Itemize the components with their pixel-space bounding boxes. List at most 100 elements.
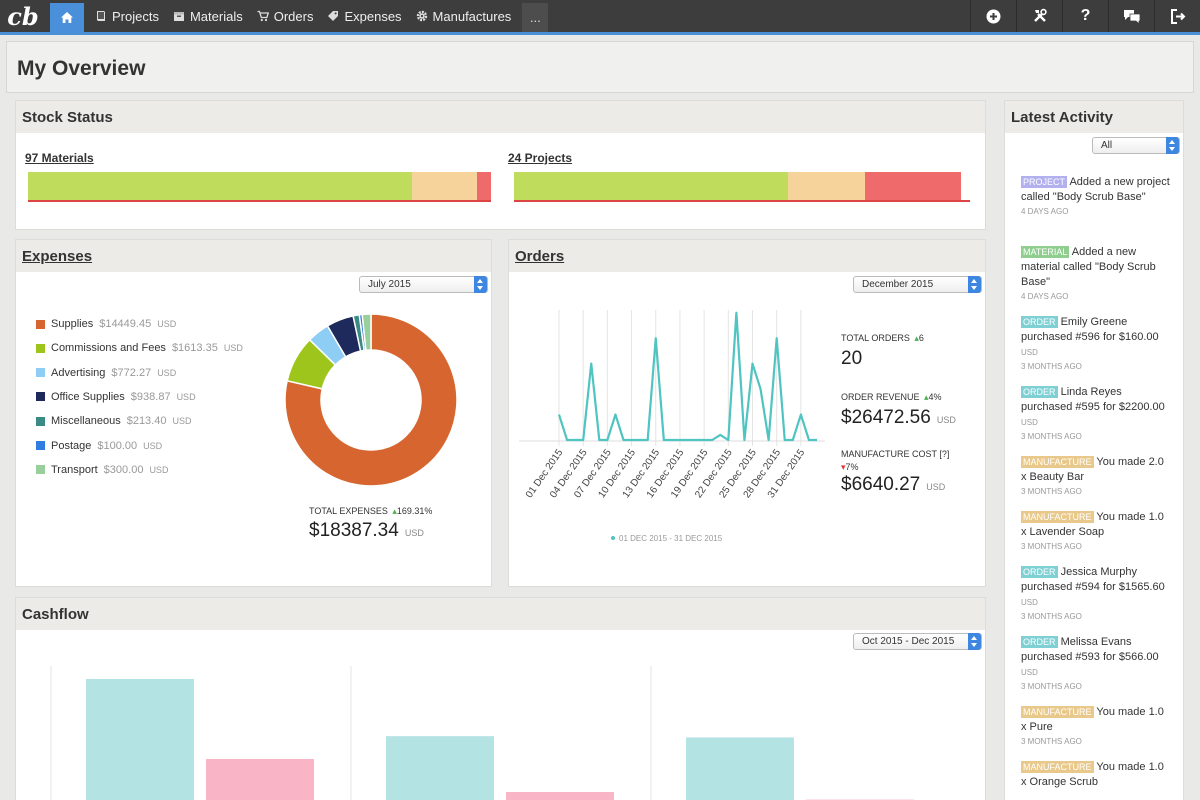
activity-item[interactable]: ORDER Jessica Murphy purchased #594 for … <box>1021 565 1171 624</box>
cashflow-expense-bar[interactable] <box>206 759 314 800</box>
legend-swatch <box>36 392 45 402</box>
nav-expenses[interactable]: Expenses <box>320 0 408 32</box>
activity-time: 3 MONTHS AGO <box>1021 737 1082 746</box>
logout-button[interactable] <box>1154 0 1200 32</box>
activity-unit: USD <box>1021 348 1038 357</box>
total-expenses-value: $18387.34 <box>309 520 399 541</box>
nav-materials[interactable]: Materials <box>166 0 250 32</box>
logout-icon <box>1170 8 1185 24</box>
legend-unit: USD <box>149 464 169 475</box>
gear-icon <box>416 10 427 22</box>
home-button[interactable] <box>50 3 84 32</box>
orders-title[interactable]: Orders <box>509 240 985 272</box>
donut-slice[interactable] <box>284 313 458 487</box>
activity-time: 3 MONTHS AGO <box>1021 362 1082 371</box>
legend-swatch <box>36 416 45 426</box>
legend-swatch <box>36 343 45 353</box>
cashflow-income-bar[interactable] <box>686 737 794 800</box>
nav-projects-label: Projects <box>112 8 159 24</box>
activity-item[interactable]: MANUFACTURE You made 2.0 x Beauty Bar 3 M… <box>1021 455 1171 499</box>
nav-manufactures[interactable]: Manufactures <box>409 0 519 32</box>
materials-stock-bar <box>28 172 491 202</box>
cashflow-period-select[interactable]: Oct 2015 - Dec 2015 <box>853 633 982 650</box>
cashflow-income-bar[interactable] <box>386 736 494 800</box>
donut-slice[interactable] <box>361 313 372 352</box>
legend-amount: $100.00 <box>97 439 138 452</box>
orders-stats: TOTAL ORDERS ▴6 20 ORDER REVENUE ▴4% $26… <box>841 328 956 496</box>
activity-item[interactable]: MANUFACTURE You made 1.0 x Pure 3 MONTHS … <box>1021 705 1171 749</box>
manufacture-cost-label[interactable]: MANUFACTURE COST [?] <box>841 449 950 459</box>
activity-time: 3 MONTHS AGO <box>1021 487 1082 496</box>
select-arrows-icon <box>474 276 487 293</box>
stock-segment <box>28 172 413 200</box>
tools-button[interactable] <box>1016 0 1062 32</box>
help-icon: ? <box>1080 7 1091 24</box>
plus-circle-icon <box>986 9 1001 23</box>
chart-legend-label: 01 DEC 2015 - 31 DEC 2015 <box>619 534 723 543</box>
legend-label: Supplies <box>51 318 94 330</box>
legend-amount: $14449.45 <box>99 318 152 330</box>
cashflow-panel: Cashflow Oct 2015 - Dec 2015 <box>15 597 986 800</box>
legend-unit: USD <box>157 319 177 329</box>
stock-segment <box>412 172 478 200</box>
activity-text: Added a new project called "Body Scrub B… <box>1021 176 1170 203</box>
activity-filter-select[interactable]: All <box>1092 137 1180 154</box>
activity-text: Melissa Evans purchased #593 for $566.00 <box>1021 636 1159 663</box>
select-arrows-icon <box>1166 137 1179 154</box>
chat-icon <box>1123 9 1140 24</box>
legend-label: Miscellaneous <box>51 415 121 428</box>
activity-item[interactable]: MATERIAL Added a new material called "Bo… <box>1021 245 1171 304</box>
expenses-period-select[interactable]: July 2015 <box>359 276 488 293</box>
activity-time: 3 MONTHS AGO <box>1021 432 1082 441</box>
expenses-title[interactable]: Expenses <box>16 240 491 272</box>
activity-text: Emily Greene purchased #596 for $160.00 <box>1021 316 1159 343</box>
nav-right-actions: ? <box>970 0 1200 32</box>
activity-text: You made 1.0 x Orange Scrub <box>1021 761 1164 788</box>
activity-text: Linda Reyes purchased #595 for $2200.00 <box>1021 386 1165 413</box>
nav-materials-label: Materials <box>189 8 243 24</box>
activity-item[interactable]: ORDER Linda Reyes purchased #595 for $22… <box>1021 385 1171 444</box>
orders-period-select[interactable]: December 2015 <box>853 276 982 293</box>
tag-icon <box>328 11 339 21</box>
nav-orders[interactable]: Orders <box>250 0 321 32</box>
legend-item: Office Supplies $938.87 USD <box>36 391 196 403</box>
activity-item[interactable]: ORDER Melissa Evans purchased #593 for $… <box>1021 635 1171 694</box>
activity-time: 3 MONTHS AGO <box>1021 612 1082 621</box>
legend-amount: $772.27 <box>111 366 152 379</box>
activity-tag: MATERIAL <box>1021 246 1070 258</box>
cart-icon <box>257 10 269 22</box>
activity-unit: USD <box>1021 668 1038 677</box>
activity-item[interactable]: MANUFACTURE You made 1.0 x Orange Scrub <box>1021 760 1171 790</box>
legend-amount: $1613.35 <box>171 342 218 355</box>
activity-item[interactable]: MANUFACTURE You made 1.0 x Lavender Soap… <box>1021 510 1171 554</box>
activity-item[interactable]: ORDER Emily Greene purchased #596 for $1… <box>1021 315 1171 374</box>
nav-projects[interactable]: Projects <box>88 0 166 32</box>
materials-link[interactable]: 97 Materials <box>25 151 94 165</box>
order-revenue-delta: ▴4% <box>923 392 942 402</box>
legend-amount: $300.00 <box>103 463 144 476</box>
cashflow-expense-bar[interactable] <box>506 792 614 800</box>
legend-amount: $938.87 <box>130 390 171 403</box>
projects-link[interactable]: 24 Projects <box>508 151 573 165</box>
activity-time: 4 DAYS AGO <box>1021 292 1069 301</box>
box-icon <box>173 12 184 21</box>
nav-more-button[interactable]: ... <box>522 3 549 32</box>
legend-unit: USD <box>172 416 192 427</box>
activity-tag: MANUFACTURE <box>1021 706 1094 718</box>
total-orders-label: TOTAL ORDERS <box>841 333 910 343</box>
legend-item: Transport $300.00 USD <box>36 464 168 476</box>
help-button[interactable]: ? <box>1062 0 1108 32</box>
legend-item: Commissions and Fees $1613.35 USD <box>36 342 243 354</box>
total-expenses-delta: ▴169.31% <box>392 506 433 516</box>
top-navbar: cb Projects Materials Orders Expenses Ma… <box>0 0 1200 35</box>
activity-tag: MANUFACTURE <box>1021 456 1094 468</box>
app-logo[interactable]: cb <box>7 1 39 31</box>
activity-tag: MANUFACTURE <box>1021 511 1094 523</box>
stock-status-panel: Stock Status 97 Materials 24 Projects <box>15 100 986 230</box>
manufacture-cost-unit: USD <box>926 482 946 492</box>
activity-text: You made 1.0 x Lavender Soap <box>1021 511 1164 538</box>
chat-button[interactable] <box>1108 0 1154 32</box>
add-button[interactable] <box>970 0 1016 32</box>
cashflow-income-bar[interactable] <box>86 679 194 800</box>
activity-item[interactable]: PROJECT Added a new project called "Body… <box>1021 175 1171 219</box>
